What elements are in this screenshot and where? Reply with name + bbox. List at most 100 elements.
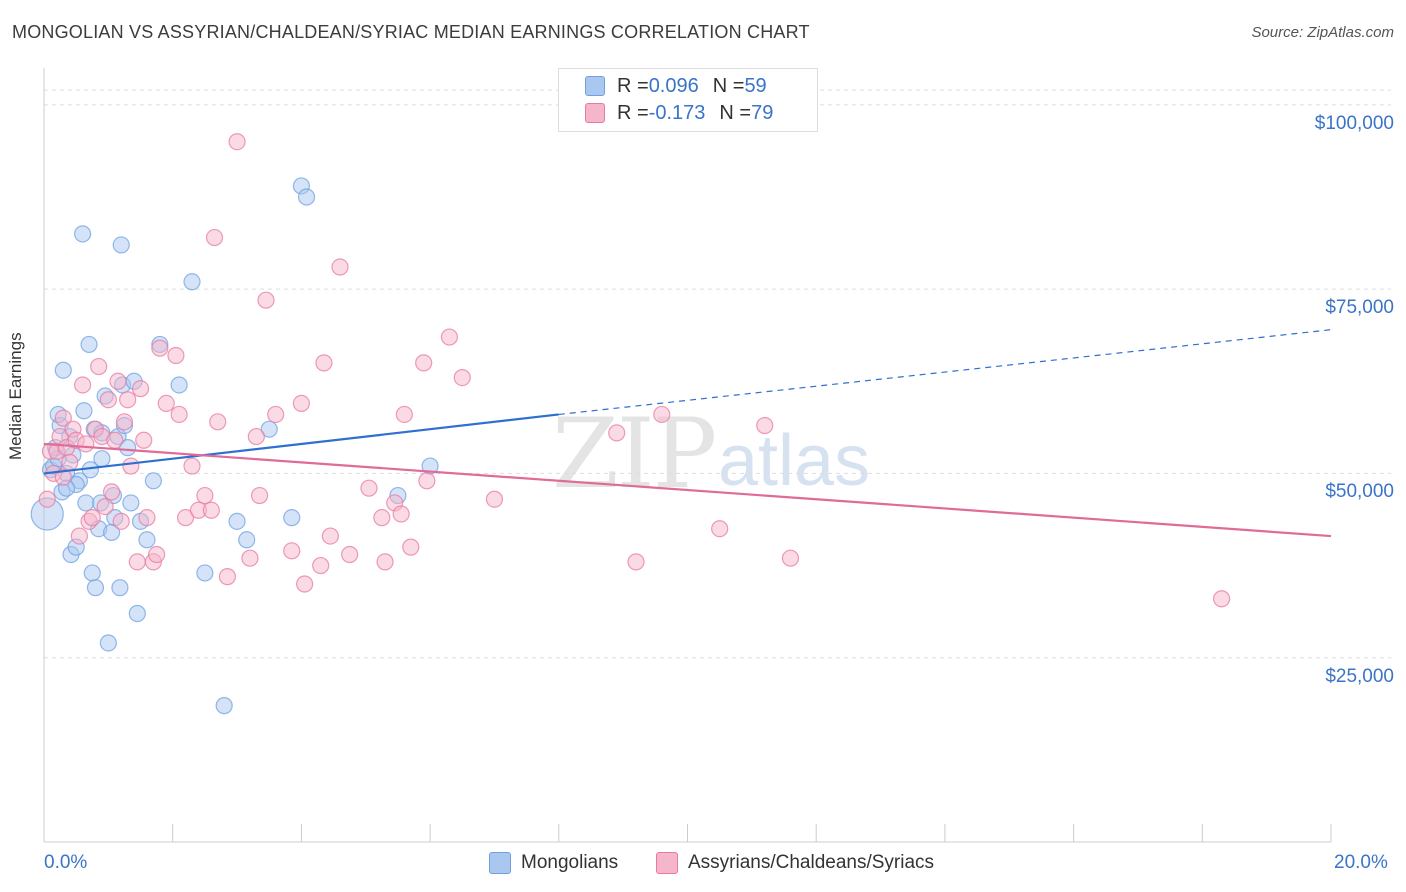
point-assyrians — [711, 520, 729, 538]
point-assyrians — [257, 291, 275, 309]
n-label: N = — [719, 101, 752, 124]
point-assyrians — [167, 346, 185, 365]
watermark-zip: ZIP — [552, 398, 717, 510]
legend-item-mongolians[interactable]: Mongolians — [489, 852, 618, 874]
point-assyrians — [331, 258, 349, 276]
point-mongolians — [128, 604, 146, 623]
chart-title: MONGOLIAN VS ASSYRIAN/CHALDEAN/SYRIAC ME… — [12, 22, 810, 42]
point-mongolians — [283, 509, 301, 527]
point-assyrians — [292, 394, 310, 412]
point-mongolians — [111, 579, 129, 597]
point-assyrians — [151, 339, 169, 357]
point-assyrians — [341, 545, 359, 564]
point-assyrians — [312, 556, 330, 575]
point-assyrians — [247, 427, 265, 446]
point-assyrians — [83, 509, 101, 527]
series-assyrians — [38, 133, 1231, 608]
point-assyrians — [241, 549, 259, 567]
point-assyrians — [183, 457, 201, 475]
point-mongolians — [77, 494, 95, 512]
y-tick-label: $100,000 — [1314, 112, 1394, 134]
point-mongolians — [74, 225, 92, 243]
y-tick-label: $50,000 — [1325, 481, 1394, 503]
point-assyrians — [38, 490, 56, 508]
point-assyrians — [283, 542, 301, 560]
x-tick-label-min: 0.0% — [44, 852, 88, 873]
point-mongolians — [228, 512, 246, 530]
legend-item-assyrians[interactable]: Assyrians/Chaldeans/Syriacs — [656, 852, 934, 874]
point-assyrians — [296, 575, 314, 593]
legend-row-mongolians: R = 0.096 N = 59 — [585, 73, 767, 99]
point-assyrians — [440, 328, 459, 346]
point-assyrians — [360, 479, 378, 497]
point-assyrians — [418, 472, 436, 490]
point-assyrians — [112, 512, 130, 530]
point-assyrians — [250, 486, 269, 505]
y-tick-label: $75,000 — [1325, 297, 1394, 319]
point-assyrians — [402, 538, 420, 556]
trend-lines — [43, 329, 1332, 538]
point-assyrians — [392, 505, 410, 523]
point-mongolians — [122, 494, 140, 512]
swatch-mongolians — [585, 76, 605, 96]
point-assyrians — [138, 509, 156, 527]
source-credit: Source: ZipAtlas.com — [1251, 24, 1394, 41]
point-assyrians — [115, 413, 134, 431]
y-tick-label: $25,000 — [1325, 665, 1394, 687]
point-assyrians — [228, 133, 246, 151]
correlation-legend: R = 0.096 N = 59 R = -0.173 N = 79 — [558, 68, 818, 132]
point-assyrians — [376, 553, 394, 571]
point-assyrians — [109, 372, 127, 390]
point-mongolians — [93, 450, 111, 468]
legend-swatch-mongolians — [489, 852, 511, 874]
trend-assyrians — [43, 442, 1332, 538]
point-assyrians — [608, 424, 626, 442]
point-assyrians — [653, 405, 671, 424]
point-assyrians — [627, 553, 645, 571]
point-assyrians — [77, 435, 95, 453]
r-label: R = — [617, 101, 649, 124]
point-assyrians — [321, 527, 339, 545]
point-assyrians — [102, 483, 121, 501]
point-assyrians — [128, 553, 146, 571]
point-assyrians — [267, 405, 285, 424]
n-value-mongolians: 59 — [744, 74, 767, 97]
point-assyrians — [196, 486, 214, 505]
point-assyrians — [96, 498, 114, 516]
point-assyrians — [99, 391, 117, 409]
watermark-atlas: atlas — [718, 421, 871, 501]
point-assyrians — [61, 453, 79, 471]
legend-row-assyrians: R = -0.173 N = 79 — [585, 100, 773, 126]
trend-mongolians-projection — [558, 329, 1332, 416]
point-mongolians — [112, 236, 130, 254]
point-mongolians — [170, 376, 188, 394]
point-mongolians — [297, 188, 316, 206]
point-mongolians — [75, 402, 93, 420]
grid-lines — [44, 89, 1391, 659]
point-assyrians — [122, 457, 140, 475]
point-assyrians — [70, 527, 88, 545]
point-mongolians — [138, 531, 156, 549]
point-assyrians — [131, 380, 150, 398]
n-label: N = — [712, 74, 745, 97]
point-mongolians — [144, 472, 162, 490]
point-assyrians — [205, 228, 224, 247]
point-mongolians — [260, 420, 278, 438]
point-assyrians — [54, 468, 72, 486]
point-assyrians — [106, 431, 124, 449]
swatch-assyrians — [585, 103, 605, 123]
point-assyrians — [170, 405, 188, 424]
point-mongolians — [183, 273, 201, 291]
point-assyrians — [485, 490, 504, 508]
r-value-mongolians: 0.096 — [648, 74, 699, 97]
point-mongolians — [83, 564, 101, 582]
trend-mongolians — [43, 413, 559, 475]
point-assyrians — [209, 413, 227, 431]
point-mongolians — [80, 335, 98, 354]
legend-label-mongolians: Mongolians — [521, 852, 619, 873]
axes — [43, 68, 1332, 843]
point-assyrians — [119, 391, 137, 409]
r-label: R = — [617, 74, 649, 97]
legend-swatch-assyrians — [656, 852, 678, 874]
